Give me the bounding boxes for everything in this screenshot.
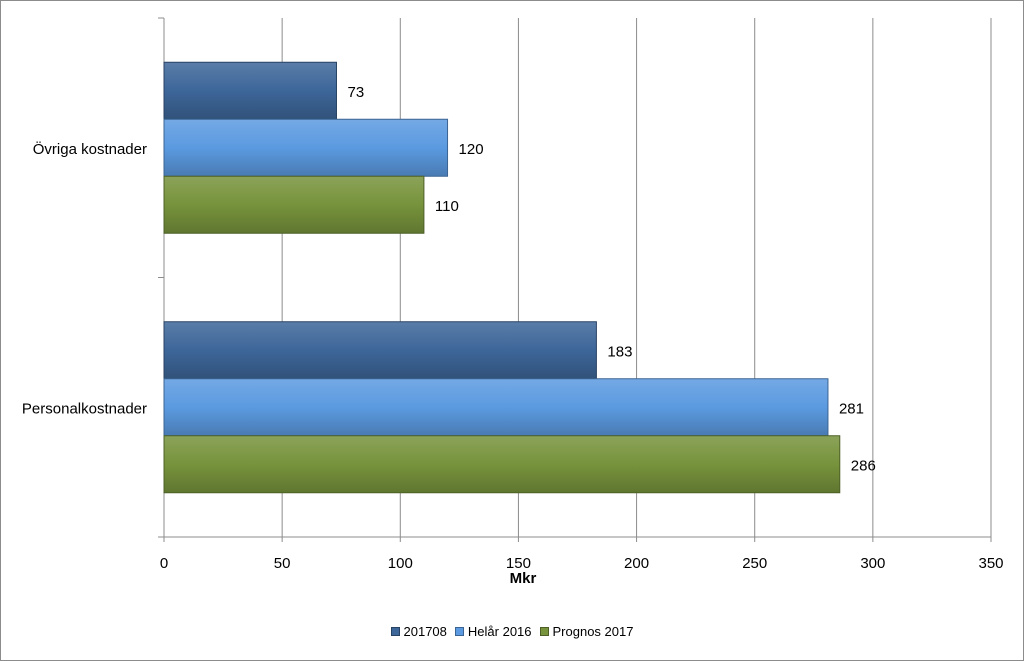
legend-label: 201708 [403,624,447,639]
legend: 201708 Helår 2016 Prognos 2017 [0,624,1024,639]
bar [163,61,337,120]
x-tick-label: 50 [274,555,291,572]
legend-swatch [539,627,549,636]
category-label: Personalkostnader [22,400,147,417]
legend-item: Helår 2016 [454,624,532,639]
x-tick-label: 0 [160,555,168,572]
x-tick-label: 150 [506,555,531,572]
category-label: Övriga kostnader [33,140,147,158]
bar [163,118,449,177]
legend-label: Helår 2016 [467,624,532,639]
x-tick-label: 300 [860,555,885,572]
legend-label: Prognos 2017 [552,624,634,639]
data-label: 281 [839,400,864,417]
bar [163,435,841,494]
labels: 0 50 100 150 200 250 300 350 Övriga kostnader 73 1… [22,84,1004,572]
bar [163,378,829,437]
data-label: 73 [347,84,364,101]
x-tick-label: 350 [978,555,1003,572]
data-label: 110 [435,198,459,215]
legend-swatch [454,627,464,636]
bar [163,175,425,234]
legend-swatch [390,627,400,636]
data-label: 120 [459,141,484,158]
bar [163,321,597,380]
x-tick-label: 200 [624,555,649,572]
bars [163,61,841,494]
x-tick-label: 250 [742,555,767,572]
data-label: 286 [851,457,876,474]
x-tick-label: 100 [388,555,413,572]
legend-item: Prognos 2017 [539,624,634,639]
x-axis-title: Mkr [510,570,537,587]
legend-item: 201708 [390,624,447,639]
data-label: 183 [607,343,632,360]
